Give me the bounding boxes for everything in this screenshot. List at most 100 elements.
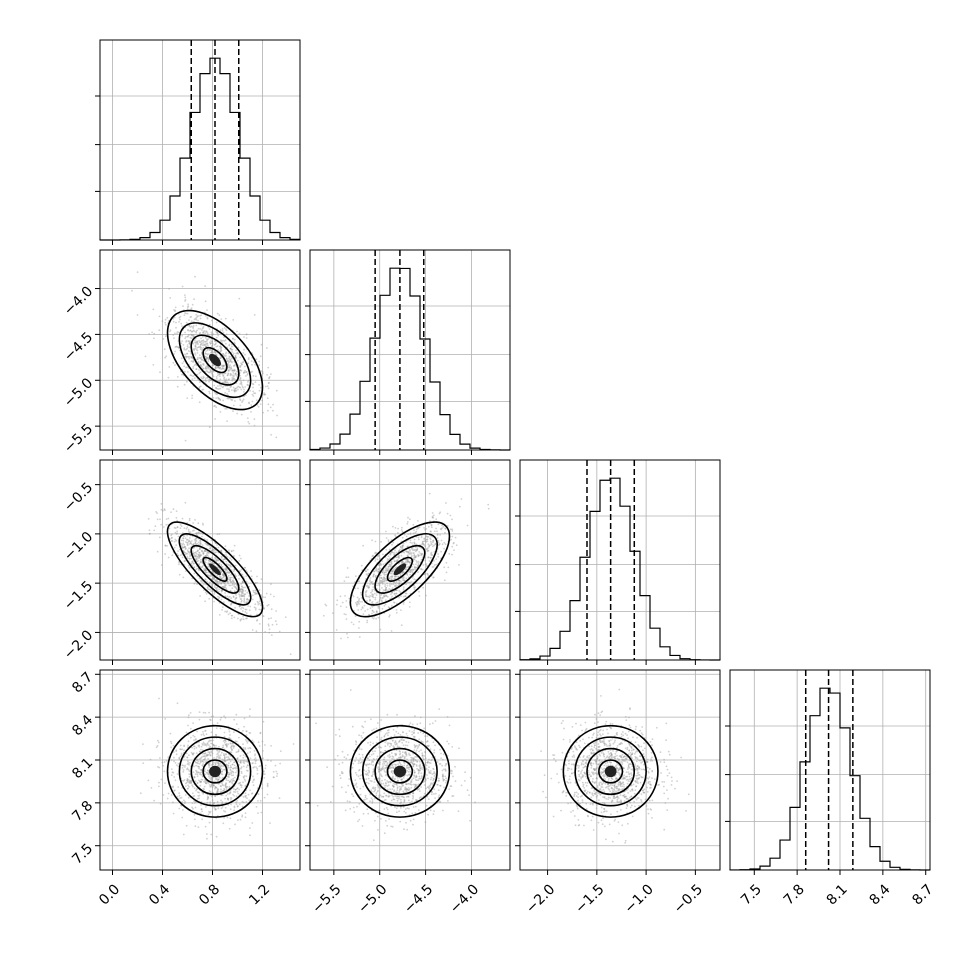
sample-point — [408, 730, 411, 732]
sample-point — [229, 612, 232, 615]
sample-point — [238, 782, 241, 785]
sample-point — [379, 567, 382, 570]
sample-point — [230, 373, 232, 376]
sample-point — [267, 617, 270, 620]
sample-point — [229, 791, 232, 794]
sample-point — [187, 530, 190, 533]
sample-point — [178, 317, 181, 319]
sample-point — [219, 754, 222, 757]
sample-point — [209, 349, 211, 351]
sample-point — [200, 733, 203, 736]
sample-point — [201, 377, 203, 380]
sample-point — [428, 560, 431, 562]
sample-point — [184, 545, 187, 548]
sample-point — [207, 588, 210, 590]
sample-point — [242, 586, 245, 589]
sample-point — [178, 807, 181, 810]
sample-point — [244, 566, 247, 569]
sample-point — [199, 561, 202, 564]
sample-point — [224, 545, 227, 548]
sample-point — [201, 327, 204, 330]
sample-point — [231, 584, 234, 586]
sample-point — [218, 596, 221, 599]
sample-point — [215, 392, 217, 395]
sample-point — [372, 764, 375, 766]
sample-point — [204, 366, 207, 369]
sample-point — [199, 542, 202, 545]
sample-point — [228, 369, 230, 371]
sample-point — [350, 621, 353, 624]
sample-point — [225, 358, 228, 360]
sample-point — [184, 337, 187, 340]
sample-point — [224, 568, 227, 571]
sample-point — [220, 557, 223, 559]
sample-point — [183, 802, 186, 805]
sample-point — [181, 285, 184, 288]
sample-point — [195, 331, 198, 334]
sample-point — [214, 351, 216, 354]
sample-point — [202, 339, 205, 342]
sample-point — [399, 798, 402, 801]
sample-point — [413, 529, 415, 531]
sample-point — [205, 559, 208, 561]
sample-point — [411, 733, 413, 736]
sample-point — [228, 549, 230, 552]
sample-point — [183, 365, 186, 368]
sample-point — [189, 762, 191, 764]
sample-point — [375, 758, 378, 760]
sample-point — [214, 367, 217, 369]
sample-point — [185, 366, 187, 369]
sample-point — [195, 761, 198, 764]
sample-point — [226, 393, 229, 395]
sample-point — [206, 338, 208, 341]
sample-point — [255, 806, 258, 808]
sample-point — [278, 797, 281, 799]
sample-point — [231, 587, 234, 590]
sample-point — [220, 564, 223, 566]
sample-point — [251, 822, 254, 824]
sample-point — [417, 562, 420, 565]
sample-point — [187, 356, 190, 358]
sample-point — [162, 338, 165, 340]
sample-point — [184, 300, 186, 302]
sample-point — [165, 355, 168, 358]
sample-point — [235, 801, 238, 804]
sample-point — [181, 325, 183, 327]
sample-point — [411, 731, 414, 733]
sample-point — [253, 606, 256, 609]
sample-point — [359, 787, 362, 790]
sample-point — [258, 360, 261, 363]
sample-point — [255, 766, 257, 768]
sample-point — [196, 373, 199, 376]
sample-point — [198, 797, 200, 800]
sample-point — [355, 743, 357, 746]
sample-point — [187, 760, 189, 763]
sample-point — [222, 768, 225, 771]
sample-point — [198, 766, 201, 768]
sample-point — [431, 566, 434, 568]
sample-point — [169, 297, 172, 299]
sample-point — [155, 511, 158, 513]
sample-point — [237, 352, 240, 355]
sample-point — [198, 386, 201, 388]
sample-point — [225, 743, 228, 745]
sample-point — [200, 343, 202, 345]
sample-point — [203, 583, 205, 586]
sample-point — [196, 340, 199, 343]
sample-point — [279, 750, 282, 752]
sample-point — [196, 782, 199, 784]
sample-point — [226, 595, 229, 598]
sample-point — [221, 573, 224, 576]
sample-point — [179, 527, 182, 529]
sample-point — [202, 331, 205, 334]
sample-point — [234, 606, 237, 609]
sample-point — [236, 359, 239, 362]
sample-point — [268, 376, 271, 378]
sample-point — [228, 344, 231, 347]
sample-point — [372, 752, 375, 755]
sample-point — [217, 388, 220, 390]
sample-point — [209, 342, 212, 345]
sample-point — [167, 792, 170, 795]
sample-point — [182, 542, 185, 545]
sample-point — [179, 318, 181, 321]
